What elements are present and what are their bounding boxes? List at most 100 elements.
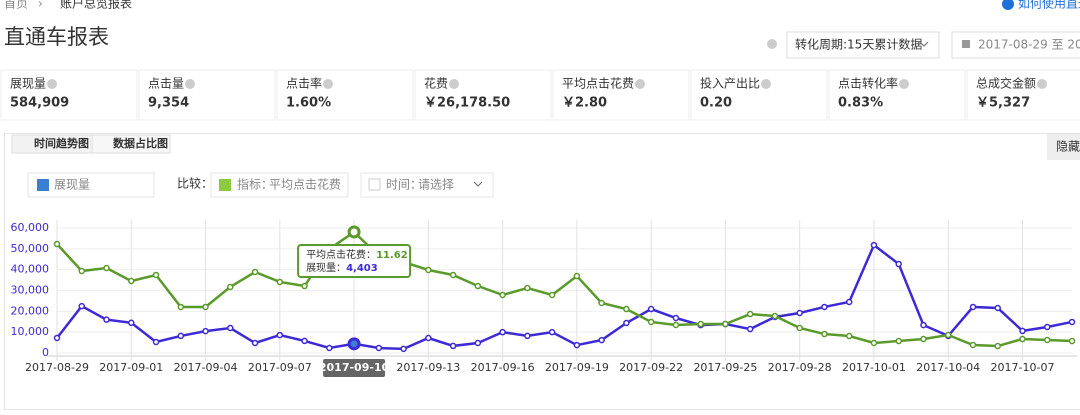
metric-value: 0.83%	[838, 96, 883, 111]
data-point	[1043, 336, 1051, 344]
tooltip-value: 11.62	[376, 250, 408, 261]
hide-button[interactable]	[1047, 134, 1080, 160]
hide-button-text[interactable]: 隐藏	[1056, 140, 1080, 154]
compare-label: 比较：	[177, 176, 213, 191]
data-point	[870, 339, 878, 347]
help-link[interactable]: 如何使用直通车	[1018, 0, 1080, 11]
data-point	[1043, 323, 1051, 331]
time-label: 时间：	[386, 178, 422, 192]
metric-label: 展现量	[10, 77, 46, 91]
tab[interactable]	[91, 134, 171, 154]
breadcrumb-sep: ›	[38, 0, 43, 11]
data-point	[647, 318, 655, 326]
data-point	[746, 310, 754, 318]
data-point	[548, 291, 556, 299]
tab-trend[interactable]: 时间趋势图	[34, 136, 89, 150]
data-point	[647, 305, 655, 313]
data-point	[227, 324, 234, 332]
metric-label: 点击转化率	[838, 76, 898, 91]
data-point	[499, 291, 506, 299]
select-arrow	[473, 181, 483, 187]
x-tick-label: 2017-10-04	[916, 361, 980, 374]
data-point	[598, 336, 605, 344]
x-tick-label: 2017-09-25	[693, 361, 757, 374]
tooltip	[297, 244, 412, 278]
time-placeholder: 请选择	[418, 178, 454, 192]
tab-share[interactable]: 数据占比图	[113, 136, 168, 150]
x-tick-label: 2017-10-01	[842, 361, 906, 374]
metric-cell	[966, 69, 1080, 121]
metric-cell	[138, 69, 276, 121]
y-tick-label: 50,000	[11, 242, 50, 255]
data-point	[347, 225, 361, 239]
data-point	[78, 267, 86, 275]
data-point	[895, 337, 902, 345]
chart-panel	[4, 133, 1080, 410]
data-point	[449, 342, 457, 350]
data-point	[474, 339, 482, 347]
period-select[interactable]	[786, 31, 940, 59]
data-point	[347, 337, 361, 351]
data-point	[672, 321, 680, 329]
data-point	[499, 328, 506, 336]
data-point	[375, 344, 383, 352]
metric-label: 点击率	[286, 76, 322, 91]
data-point	[326, 344, 333, 352]
period-select-text: 转化周期:15天累计数据	[795, 37, 922, 52]
data-point	[920, 335, 927, 343]
help-icon	[899, 79, 910, 89]
data-point	[994, 342, 1001, 350]
data-point	[128, 319, 135, 327]
metric-label: 投入产出比	[700, 76, 760, 91]
tooltip-label: 平均点击花费：	[306, 248, 376, 261]
data-point	[103, 264, 110, 272]
data-point	[251, 268, 259, 276]
data-point	[524, 284, 531, 292]
compare-metric[interactable]	[210, 172, 349, 198]
metric-value: ￥26,178.50	[424, 96, 510, 111]
data-point	[1068, 318, 1076, 326]
x-tick-label: 2017-09-28	[768, 361, 832, 374]
data-point	[78, 302, 86, 310]
x-highlight	[323, 359, 386, 377]
help-icon	[635, 79, 646, 89]
data-point	[474, 282, 482, 290]
data-point	[251, 339, 259, 347]
data-point	[796, 309, 803, 317]
data-point	[598, 299, 605, 307]
metric-value: 584,909	[10, 96, 69, 111]
y-tick-label: 0	[42, 346, 49, 359]
data-point	[425, 266, 432, 274]
data-point	[821, 303, 828, 311]
breadcrumb-home[interactable]: 首页	[4, 0, 28, 11]
data-point	[276, 331, 284, 339]
time-check	[368, 178, 381, 191]
help-icon[interactable]	[1002, 0, 1014, 10]
metric-cell	[690, 69, 828, 121]
metric-cell	[552, 69, 690, 121]
y-tick-label: 40,000	[11, 263, 50, 276]
data-point	[1019, 335, 1026, 343]
data-point	[53, 240, 61, 248]
data-point	[573, 341, 581, 349]
metric-cell	[414, 69, 552, 121]
data-point	[202, 327, 209, 335]
x-tick-label: 2017-08-29	[25, 361, 89, 374]
data-point	[746, 325, 754, 333]
metrics-row: 展现量 584,909 点击量 9,354 点击率 1.60% 花费 ￥26,178.50 平均…	[0, 69, 1080, 121]
data-point	[128, 277, 135, 285]
x-tick-label: 2017-10-07	[991, 361, 1055, 374]
data-point	[845, 298, 853, 306]
data-point	[152, 271, 160, 279]
info-icon	[767, 39, 777, 49]
data-point	[969, 303, 977, 311]
data-point	[177, 303, 185, 311]
date-range[interactable]	[951, 31, 1080, 59]
data-point	[152, 338, 160, 346]
data-point	[202, 303, 209, 311]
compare-prefix: 指标：	[237, 177, 273, 192]
help-icon	[1037, 79, 1048, 89]
x-tick-label: 2017-09-19	[545, 361, 609, 374]
time-select[interactable]	[360, 172, 494, 198]
data-point	[449, 271, 457, 279]
